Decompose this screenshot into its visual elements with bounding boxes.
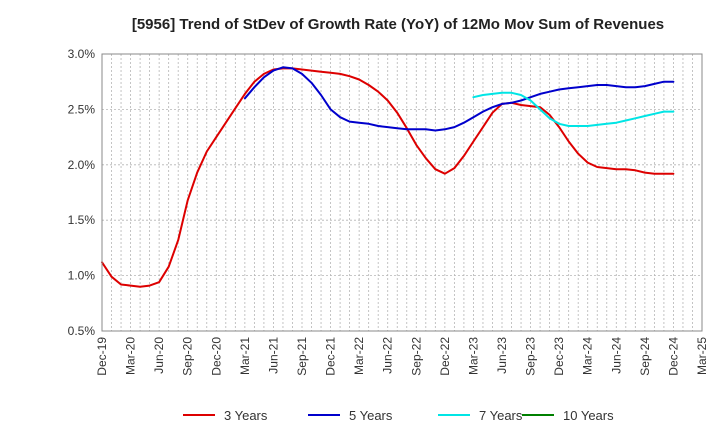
x-tick-label: Dec-21 [324,337,338,376]
x-tick-label: Dec-23 [552,337,566,376]
x-tick-label: Jun-20 [152,337,166,374]
x-tick-label: Sep-23 [524,337,538,376]
y-tick-label: 1.0% [68,269,96,283]
x-tick-label: Mar-23 [466,337,480,375]
x-tick-label: Sep-24 [638,337,652,376]
x-tick-label: Sep-20 [181,337,195,376]
x-tick-label: Dec-24 [666,337,680,376]
legend-label: 3 Years [224,408,268,423]
x-tick-label: Jun-21 [266,337,280,374]
series-lines [101,66,675,288]
x-tick-label: Dec-22 [438,337,452,376]
y-tick-label: 3.0% [68,47,96,61]
x-tick-label: Jun-22 [381,337,395,374]
y-tick-label: 2.0% [68,158,96,172]
legend: 3 Years 5 Years 7 Years 10 Years [183,408,614,423]
y-tick-label: 2.5% [68,102,96,116]
y-tick-label: 1.5% [68,213,96,227]
legend-label: 5 Years [349,408,393,423]
x-tick-label: Mar-24 [581,337,595,375]
x-tick-label: Dec-20 [209,337,223,376]
x-tick-label: Sep-21 [295,337,309,376]
y-tick-label: 0.5% [68,324,96,338]
y-axis-ticks: 0.5% 1.0% 1.5% 2.0% 2.5% 3.0% [68,47,96,338]
x-tick-label: Mar-25 [695,337,709,375]
legend-label: 10 Years [563,408,614,423]
legend-label: 7 Years [479,408,523,423]
x-tick-label: Sep-22 [409,337,423,376]
x-tick-label: Jun-24 [609,337,623,374]
x-tick-label: Mar-22 [352,337,366,375]
series-line-3-years [101,67,675,288]
x-tick-label: Dec-19 [95,337,109,376]
x-tick-label: Jun-23 [495,337,509,374]
grid [102,54,702,331]
x-tick-label: Mar-21 [238,337,252,375]
series-line-7-years [472,91,675,127]
chart-title: [5956] Trend of StDev of Growth Rate (Yo… [132,16,664,33]
series-line-5-years [243,66,675,132]
x-axis-ticks: Dec-19 Mar-20 Jun-20 Sep-20 Dec-20 Mar-21 Jun-… [95,337,709,376]
plot-frame [101,53,703,332]
x-tick-label: Mar-20 [124,337,138,375]
